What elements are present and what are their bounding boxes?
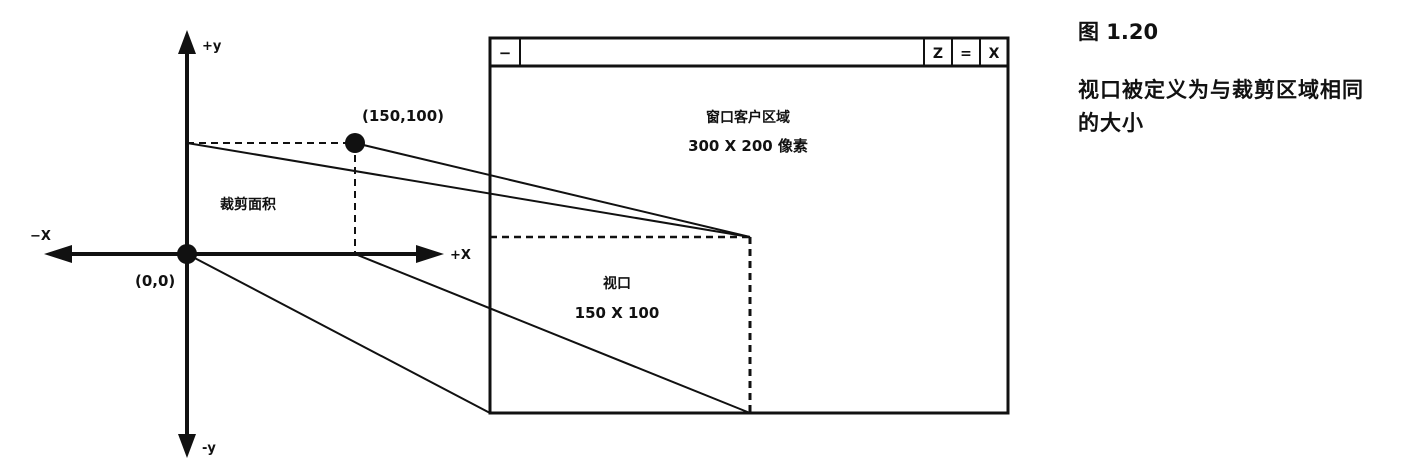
- projection-line-bottom-right: [354, 253, 751, 414]
- y-axis-down-arrow: [178, 434, 196, 458]
- x-axis-right-arrow: [416, 245, 444, 263]
- projection-line-top-right: [354, 142, 751, 238]
- clip-corner-label: (150,100): [362, 107, 444, 125]
- maximize-button[interactable]: =: [960, 46, 972, 62]
- figure-caption: 视口被定义为与裁剪区域相同的大小: [1078, 78, 1364, 135]
- close-button[interactable]: X: [989, 46, 1000, 62]
- clip-corner-point: [345, 133, 365, 153]
- clip-area-label: 裁剪面积: [220, 196, 276, 213]
- x-pos-label: +X: [450, 248, 471, 263]
- client-area-size-label: 300 X 200 像素: [688, 137, 808, 155]
- viewport-size-label: 150 X 100: [575, 304, 660, 322]
- system-menu-button[interactable]: −: [499, 44, 512, 62]
- origin-label: (0,0): [135, 272, 175, 290]
- y-pos-label: +y: [202, 39, 222, 54]
- client-area-label: 窗口客户区域: [706, 109, 790, 126]
- projection-line-bottom-left: [186, 253, 491, 414]
- y-neg-label: -y: [202, 441, 216, 456]
- minimize-button[interactable]: Z: [933, 46, 943, 62]
- x-axis-left-arrow: [44, 245, 72, 263]
- figure-number: 图 1.20: [1078, 20, 1159, 44]
- x-neg-label: −X: [30, 229, 51, 244]
- viewport-label: 视口: [603, 275, 631, 292]
- y-axis-up-arrow: [178, 30, 196, 54]
- origin-point: [177, 244, 197, 264]
- window-frame: [488, 36, 1010, 415]
- projection-line-top-left: [186, 142, 751, 238]
